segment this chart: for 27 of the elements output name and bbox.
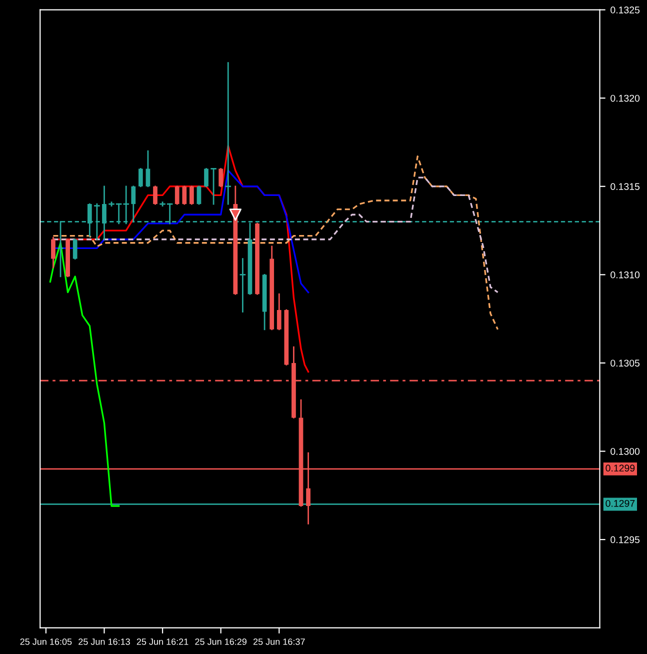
candlestick [182, 186, 187, 205]
y-tick-label: 0.1320 [610, 94, 640, 102]
x-tick-label: 25 Jun 16:21 [136, 638, 188, 645]
y-tick-label: 0.1295 [610, 536, 640, 544]
y-tick-label: 0.1315 [610, 183, 640, 190]
candlestick [210, 168, 216, 205]
y-tick-label: 0.1305 [610, 360, 640, 367]
y-tick-label: 0.1310 [610, 271, 640, 278]
candlestick [174, 186, 180, 205]
candlestick [204, 168, 208, 188]
x-tick-label: 25 Jun 16:13 [78, 638, 130, 645]
candlestick [196, 186, 202, 205]
candlestick [190, 186, 194, 205]
candlestick [146, 150, 150, 188]
ref-line-label: 0.1299 [606, 464, 635, 472]
candlestick [276, 293, 282, 330]
y-tick-label: 0.1300 [610, 448, 640, 455]
candlestick [218, 168, 224, 188]
x-tick-label: 25 Jun 16:05 [20, 638, 72, 645]
x-tick-label: 25 Jun 16:37 [253, 638, 305, 645]
ref-line-label: 0.1297 [606, 500, 635, 507]
candlestick [138, 168, 143, 188]
x-tick-label: 25 Jun 16:29 [195, 638, 247, 645]
candlestick [240, 258, 246, 312]
candlestick [225, 62, 232, 205]
candlestick [153, 186, 158, 205]
y-tick-label: 0.1325 [610, 6, 640, 14]
